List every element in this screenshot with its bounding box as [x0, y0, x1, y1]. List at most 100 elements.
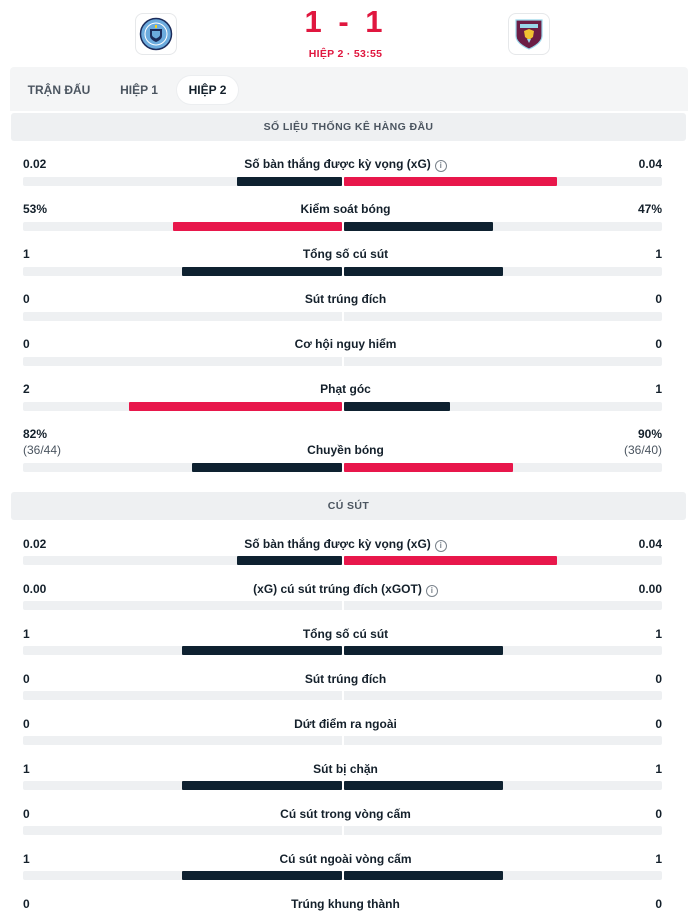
stat-bars — [0, 691, 691, 700]
away-stat-value: 90% — [637, 427, 662, 441]
info-icon[interactable]: i — [425, 585, 438, 597]
away-stat-value: 0.04 — [638, 537, 662, 551]
stat-bars — [0, 222, 691, 231]
home-stat-value: 1 — [23, 762, 30, 776]
away-bar-track — [344, 357, 662, 366]
away-stat-value: 0 — [655, 717, 662, 731]
home-bar-track — [23, 357, 342, 366]
away-stat-value: 1 — [655, 627, 662, 641]
home-bar-fill — [237, 556, 342, 565]
stat-label-text: Sút bị chặn — [313, 762, 378, 776]
away-stat-value: 0 — [655, 292, 662, 306]
away-stat-value: 0 — [655, 807, 662, 821]
home-bar-track — [23, 601, 342, 610]
away-bar-track — [344, 601, 662, 610]
home-stat-value: 1 — [23, 852, 30, 866]
home-bar-fill — [182, 781, 342, 790]
home-stat-value: 1 — [23, 627, 30, 641]
stat-label: Sút trúng đích — [0, 292, 691, 306]
stat-label-text: Trúng khung thành — [291, 897, 400, 911]
away-stat-value: 1 — [655, 247, 662, 261]
stat-label: Phạt góc — [0, 382, 691, 396]
away-bar-track — [344, 781, 662, 790]
away-stat-value: 0 — [655, 897, 662, 911]
home-bar-track — [23, 871, 342, 880]
stat-label: Số bàn thắng được kỳ vọng (xG) i — [0, 537, 691, 552]
home-bar-fill — [182, 871, 342, 880]
info-icon[interactable]: i — [434, 540, 447, 552]
away-bar-track — [344, 177, 662, 186]
away-bar-track — [344, 463, 662, 472]
stat-label: Cú sút ngoài vòng cấm — [0, 852, 691, 866]
stat-bars — [0, 736, 691, 745]
away-stat-value: 47% — [637, 202, 662, 216]
stat-bars — [0, 646, 691, 655]
away-bar-fill — [344, 781, 503, 790]
home-bar-track — [23, 781, 342, 790]
match-header: 1 - 1 HIỆP 2 · 53:55 — [0, 0, 691, 66]
home-bar-fill — [192, 463, 342, 472]
home-stat-value: 0.00 — [23, 582, 47, 596]
tab-first-half[interactable]: HIỆP 1 — [120, 83, 158, 97]
tab-second-half[interactable]: HIỆP 2 — [177, 76, 238, 104]
home-stat-value: 0 — [23, 672, 30, 686]
home-stat-value: 0 — [23, 292, 30, 306]
stat-bars — [0, 402, 691, 411]
stat-label-text: Sút trúng đích — [304, 292, 387, 306]
away-stat-value: 0 — [655, 337, 662, 351]
away-bar-track — [344, 871, 662, 880]
away-bar-fill — [344, 463, 513, 472]
away-stat-subvalue: (36/40) — [623, 443, 662, 457]
stat-bars — [0, 177, 691, 186]
stat-label: Dứt điểm ra ngoài — [0, 717, 691, 731]
stat-label: Số bàn thắng được kỳ vọng (xG) i — [0, 157, 691, 172]
home-stat-value: 0.02 — [23, 537, 47, 551]
info-icon[interactable]: i — [434, 160, 447, 172]
home-stat-value: 1 — [23, 247, 30, 261]
home-bar-track — [23, 222, 342, 231]
home-stat-value: 0.02 — [23, 157, 47, 171]
stat-label: Kiểm soát bóng — [0, 202, 691, 216]
stat-bars — [0, 556, 691, 565]
section-header: SỐ LIỆU THỐNG KÊ HÀNG ĐẦU — [11, 113, 686, 141]
stat-label-text: Chuyền bóng — [307, 443, 384, 457]
away-bar-fill — [344, 871, 503, 880]
away-bar-track — [344, 402, 662, 411]
home-bar-fill — [182, 646, 342, 655]
home-bar-track — [23, 267, 342, 276]
stat-label: Chuyền bóng — [0, 443, 691, 457]
away-stat-value: 0.04 — [638, 157, 662, 171]
away-stat-value: 0 — [655, 672, 662, 686]
stat-label: Cơ hội nguy hiểm — [0, 337, 691, 351]
home-stat-value: 2 — [23, 382, 30, 396]
stat-label-text: Cú sút ngoài vòng cấm — [279, 852, 412, 866]
stat-bars — [0, 601, 691, 610]
stat-label-text: Cơ hội nguy hiểm — [294, 337, 397, 351]
home-bar-track — [23, 312, 342, 321]
away-bar-fill — [344, 222, 493, 231]
away-team-crest[interactable] — [508, 13, 550, 55]
away-bar-fill — [344, 556, 557, 565]
stat-bars — [0, 463, 691, 472]
tab-match[interactable]: TRẬN ĐẤU — [27, 83, 91, 97]
stat-label-text: (xG) cú sút trúng đích (xGOT) — [253, 582, 422, 596]
stat-label-text: Cú sút trong vòng cấm — [280, 807, 411, 821]
away-bar-track — [344, 556, 662, 565]
away-stat-value: 0.00 — [638, 582, 662, 596]
away-bar-track — [344, 312, 662, 321]
home-bar-track — [23, 463, 342, 472]
stat-bars — [0, 312, 691, 321]
stat-label: Sút trúng đích — [0, 672, 691, 686]
stat-bars — [0, 871, 691, 880]
stat-label-text: Số bàn thắng được kỳ vọng (xG) — [244, 157, 431, 171]
stat-label: Sút bị chặn — [0, 762, 691, 776]
stat-bars — [0, 267, 691, 276]
match-score: 1 - 1 — [304, 4, 387, 39]
away-bar-track — [344, 267, 662, 276]
stat-label-text: Tổng số cú sút — [302, 627, 389, 641]
home-bar-track — [23, 826, 342, 835]
home-team-crest[interactable] — [135, 13, 177, 55]
home-stat-value: 53% — [23, 202, 48, 216]
home-stat-value: 0 — [23, 337, 30, 351]
section-header: CÚ SÚT — [11, 492, 686, 520]
